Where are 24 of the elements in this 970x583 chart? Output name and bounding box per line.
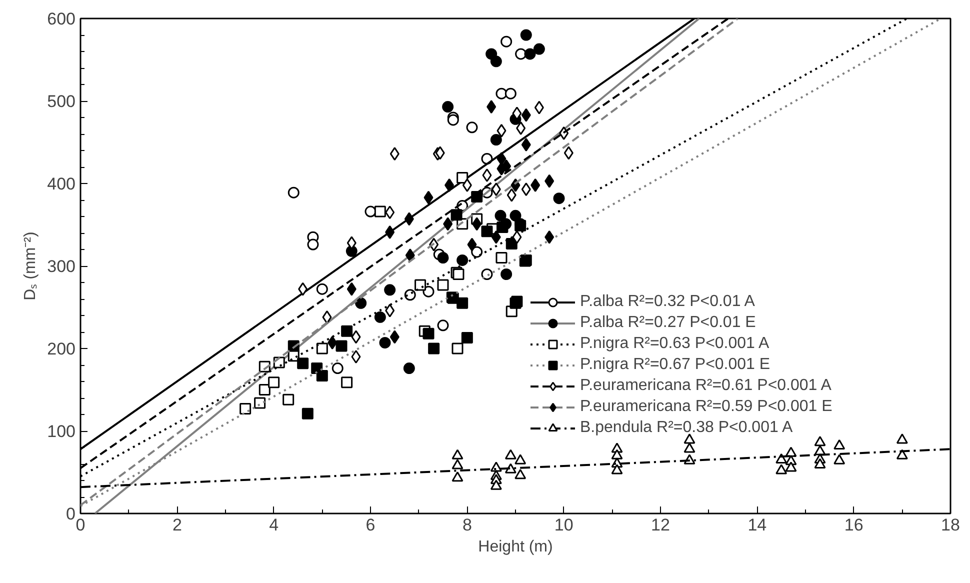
x-tick-label: 10 (554, 516, 574, 534)
x-tick-label: 18 (941, 516, 960, 534)
x-axis-title: Height (m) (478, 538, 553, 556)
y-tick-label: 600 (47, 10, 76, 28)
x-tick-label: 4 (269, 516, 279, 534)
y-tick-label: 400 (47, 174, 76, 194)
legend-label: P.nigra R²=0.67 P<0.001 E (580, 356, 770, 374)
legend-label: P.alba R²=0.27 P<0.01 E (580, 314, 756, 332)
x-tick-label: 14 (748, 516, 767, 534)
y-tick-label: 200 (47, 340, 76, 358)
legend-label: P.nigra R²=0.63 P<0.001 A (580, 335, 770, 353)
x-tick-label: 16 (844, 516, 864, 534)
legend-label: B.pendula R²=0.38 P<0.001 A (580, 419, 793, 437)
legend-label: P.euramericana R²=0.59 P<0.001 E (580, 398, 832, 416)
legend-label: P.alba R²=0.32 P<0.01 A (580, 293, 755, 311)
y-tick-label: 100 (47, 422, 76, 441)
x-tick-label: 6 (366, 516, 376, 534)
x-tick-label: 12 (651, 516, 670, 534)
x-tick-label: 8 (462, 516, 472, 534)
legend-label: P.euramericana R²=0.61 P<0.001 A (580, 377, 832, 395)
y-tick-label: 500 (47, 92, 76, 111)
x-tick-label: 2 (172, 516, 182, 534)
y-tick-label: 300 (47, 257, 76, 276)
y-axis-title: Dₛ (mm⁻²) (22, 232, 40, 300)
